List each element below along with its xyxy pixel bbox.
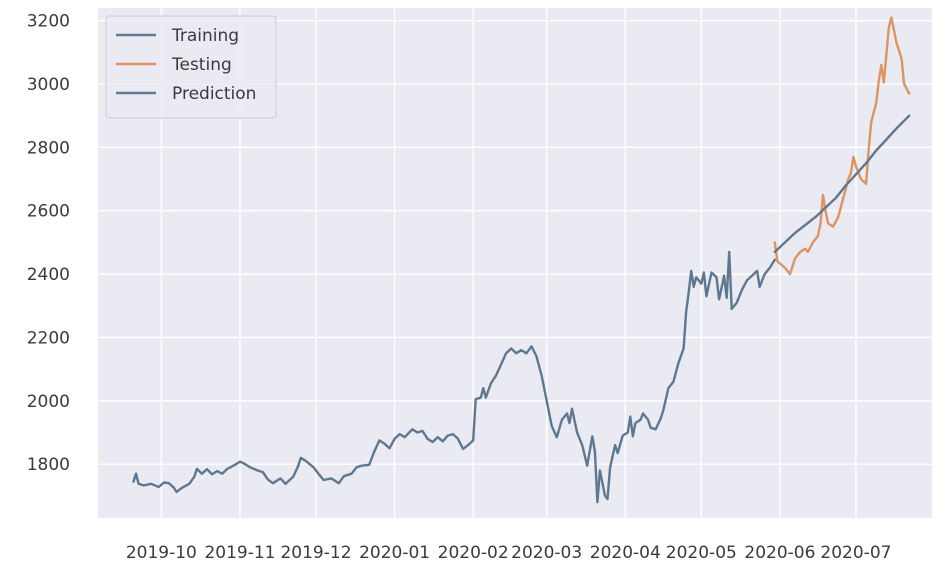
series-lines xyxy=(132,16,911,504)
y-tick-label: 1800 xyxy=(27,455,70,475)
y-tick-label: 3200 xyxy=(27,12,70,32)
series-line-prediction xyxy=(773,114,911,254)
y-tick-label: 3000 xyxy=(27,75,70,95)
x-tick-label: 2020-01 xyxy=(359,543,430,563)
legend: Training Testing Prediction xyxy=(105,15,277,119)
legend-label-testing: Testing xyxy=(171,55,232,75)
y-tick-label: 2600 xyxy=(27,202,70,222)
legend-label-prediction: Prediction xyxy=(172,84,256,104)
x-axis-ticks: 2019-10 2019-11 2019-12 2020-01 2020-02 2020-… xyxy=(126,543,892,563)
y-tick-label: 2200 xyxy=(27,328,70,348)
x-tick-label: 2019-11 xyxy=(204,543,275,563)
x-tick-label: 2019-12 xyxy=(280,543,351,563)
x-tick-label: 2019-10 xyxy=(126,543,197,563)
x-tick-label: 2020-07 xyxy=(820,543,891,563)
legend-label-training: Training xyxy=(171,26,239,46)
x-tick-label: 2020-05 xyxy=(666,543,737,563)
y-axis-ticks: 1800 2000 2200 2400 2600 2800 3000 3200 xyxy=(27,12,70,475)
x-tick-label: 2020-06 xyxy=(744,543,815,563)
y-tick-label: 2400 xyxy=(27,265,70,285)
x-tick-label: 2020-02 xyxy=(438,543,509,563)
x-tick-label: 2020-03 xyxy=(511,543,582,563)
series-line-training xyxy=(132,250,776,504)
y-tick-label: 2800 xyxy=(27,138,70,158)
y-tick-label: 2000 xyxy=(27,392,70,412)
x-tick-label: 2020-04 xyxy=(590,543,661,563)
series-line-testing xyxy=(773,16,911,276)
